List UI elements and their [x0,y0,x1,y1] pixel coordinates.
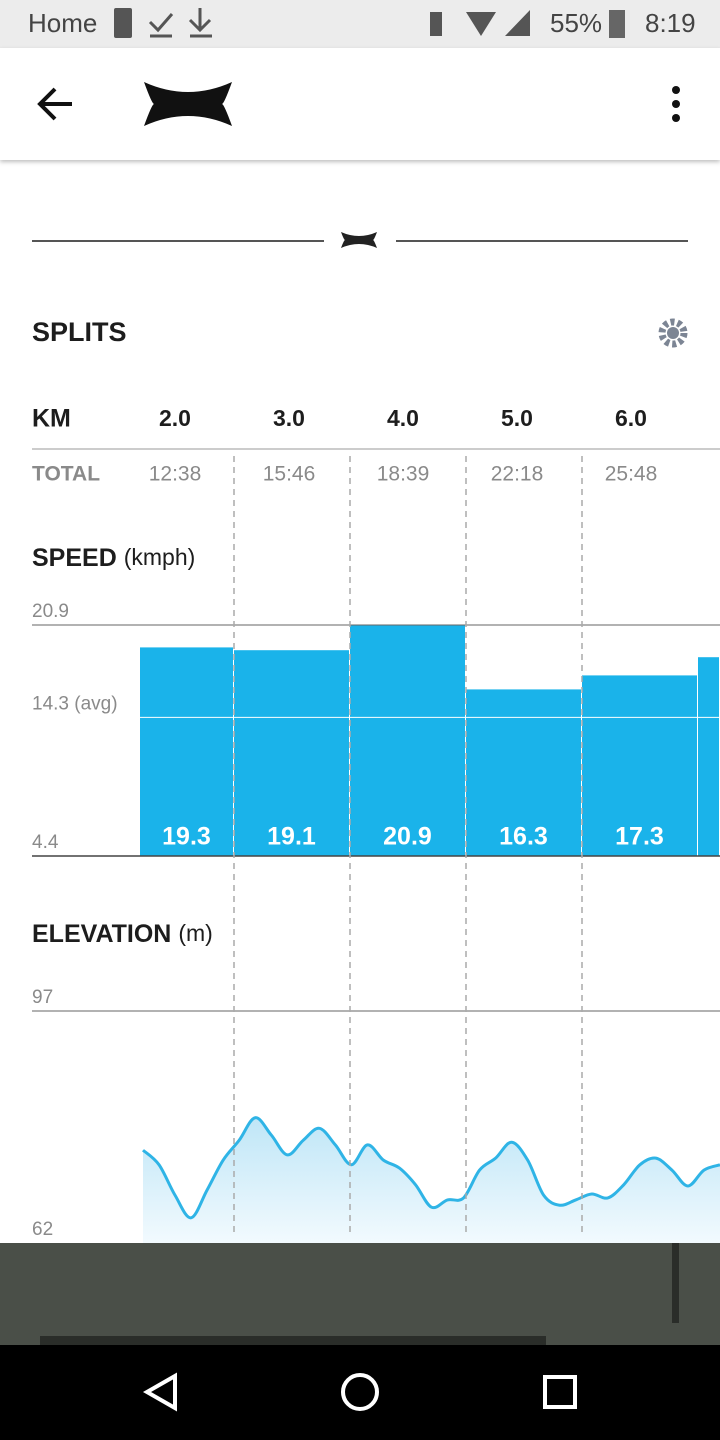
settings-icon-core [667,327,679,339]
total-time: 25:48 [605,463,658,486]
sim-icon [114,8,132,38]
km-header: 4.0 [387,405,419,431]
speed-bar [582,675,697,856]
speed-label: 20.9 [383,823,432,851]
speed-bar [140,647,233,856]
battery-text: 55% [550,8,602,38]
km-header: 3.0 [273,405,305,431]
total-label: TOTAL [32,463,100,486]
brand-logo [144,82,232,126]
speed-label: 19.1 [267,823,316,851]
km-header: 5.0 [501,405,533,431]
nav-bar [0,1345,720,1440]
battery-icon [609,10,625,38]
nav-home[interactable] [341,1373,379,1411]
overflow-menu[interactable] [672,86,680,122]
splits-title: SPLITS [32,317,127,347]
speed-title: SPEED (kmph) [32,544,195,572]
bottom-panel [0,1243,720,1345]
km-label: KM [32,405,71,433]
speed-title-text: SPEED [32,544,117,572]
elevation-title-text: ELEVATION [32,920,171,948]
total-time: 22:18 [491,463,544,486]
speed-label: 16.3 [499,823,548,851]
back-button[interactable] [37,87,72,121]
app-bar [0,48,720,160]
settings-icon[interactable] [658,318,688,348]
scrollbar-h [40,1336,546,1345]
total-time: 12:38 [149,463,202,486]
speed-bar [350,625,465,856]
elevation-tick-label: 62 [32,1219,53,1240]
elevation-title: ELEVATION (m) [32,920,213,948]
speed-label: 17.3 [615,823,664,851]
divider-logo [341,232,377,248]
elevation-tick-label: 97 [32,987,53,1008]
speed-bar [698,657,719,856]
content: SPLITS KM TOTAL SPEED (kmph) ELEVATION (… [32,232,720,1243]
speed-tick-label: 14.3 (avg) [32,693,118,714]
elevation-area [143,1117,720,1243]
speed-unit: (kmph) [124,544,196,570]
notif-icons [148,8,212,38]
signal-icons [430,10,530,36]
km-header: 6.0 [615,405,647,431]
speed-tick-label: 20.9 [32,601,69,622]
nav-recent[interactable] [543,1375,577,1409]
total-time: 15:46 [263,463,316,486]
speed-bar [234,650,349,856]
clock: 8:19 [645,8,696,38]
nav-back[interactable] [142,1372,177,1412]
elevation-line [141,1116,720,1220]
km-header: 2.0 [159,405,191,431]
scrollbar [672,1243,679,1323]
speed-tick-label: 4.4 [32,832,59,853]
total-time: 18:39 [377,463,430,486]
speed-label: 19.3 [162,823,211,851]
elevation-unit: (m) [178,920,212,946]
status-left: Home [28,8,97,38]
